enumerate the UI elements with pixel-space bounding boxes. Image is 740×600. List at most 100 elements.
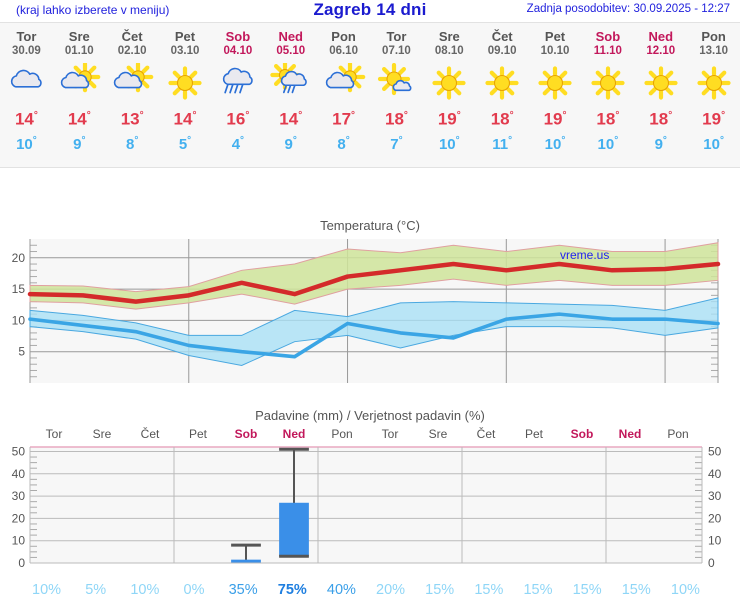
sun-disc [546, 74, 564, 92]
degree-symbol: ° [455, 134, 460, 146]
sun-disc [599, 74, 616, 92]
precipitation-probability: 10% [32, 582, 62, 598]
forecast-day-column[interactable]: Sre 01.10 14° 9° [53, 23, 106, 169]
sun-disc [441, 74, 458, 92]
precipitation-probability: 15% [621, 582, 651, 598]
max-temperature: 18° [634, 105, 687, 131]
forecast-day-column[interactable]: Pet 03.10 14° 5° [159, 23, 212, 169]
cloud-shape [222, 67, 253, 86]
min-temperature-value: 10 [16, 135, 33, 153]
sun-ray [612, 87, 621, 96]
sunny-icon [696, 66, 731, 100]
day-of-week-label: Ned [648, 29, 674, 44]
sunny-icon-group [696, 66, 731, 100]
sun-ray [717, 87, 726, 96]
y-axis-label: 10 [12, 313, 26, 327]
sun-ray [489, 70, 498, 79]
sun-ray [489, 87, 498, 96]
forecast-day-column[interactable]: Pon 06.10 17° 8° [317, 23, 370, 169]
min-temperature: 10° [423, 131, 476, 155]
cloud-shape [325, 71, 354, 89]
cloud-shape [61, 71, 90, 89]
day-of-week-label: Tor [16, 29, 37, 44]
weather-icon-wrap [370, 61, 423, 103]
max-temperature-value: 14 [173, 109, 193, 129]
sun-ray [126, 65, 135, 74]
degree-symbol: ° [139, 110, 144, 121]
max-temperature: 19° [423, 105, 476, 131]
forecast-day-column[interactable]: Čet 09.10 18° 11° [476, 23, 529, 169]
max-temperature-value: 18 [649, 109, 669, 129]
day-date-label: 12.10 [646, 45, 676, 57]
weather-icon-wrap [264, 61, 317, 103]
sun-ray [506, 87, 515, 96]
cloudy-icon-group [11, 69, 43, 88]
sun-ray [382, 82, 391, 91]
precipitation-chart-block: Padavine (mm) / Verjetnost padavin (%) T… [0, 400, 740, 600]
forecast-day-column[interactable]: Pet 10.10 19° 10° [529, 23, 582, 169]
precipitation-probability-row: 10% 5% 10% 0% 35% 75% 40% 20% 15% 15% 15% 15% 15% 10% [0, 582, 740, 598]
precipitation-day-label: Čet [140, 427, 160, 441]
min-temperature-value: 7 [390, 135, 399, 153]
day-of-week-label: Čet [491, 29, 513, 44]
rain-icon [222, 67, 253, 94]
temperature-chart-title: Temperatura (°C) [320, 218, 420, 233]
degree-symbol: ° [614, 134, 619, 146]
forecast-day-column[interactable]: Sob 04.10 16° 4° [211, 23, 264, 169]
daily-forecast-strip: Tor 30.09 14° 10° Sre 01.10 14° 9° Čet 02.10 13° 8°… [0, 22, 740, 168]
sun-ray [664, 70, 674, 79]
sun-disc [176, 74, 194, 92]
precipitation-probability: 40% [326, 582, 356, 598]
min-temperature-line [28, 312, 720, 359]
y-axis-label-right: 0 [708, 556, 715, 570]
day-date-label: 07.10 [382, 45, 411, 57]
y-axis-label-right: 50 [708, 444, 722, 458]
rain-drop [239, 84, 244, 94]
sun-ray [88, 65, 97, 74]
degree-symbol: ° [509, 110, 514, 121]
weather-icon-wrap [581, 61, 634, 103]
y-axis-label-right: 40 [708, 467, 722, 481]
precipitation-day-label: Tor [381, 427, 399, 441]
precipitation-day-label: Ned [282, 427, 306, 441]
forecast-day-column[interactable]: Tor 07.10 18° 7° [370, 23, 423, 169]
precipitation-day-label: Sob [234, 427, 258, 441]
sun-rain-icon [270, 63, 307, 94]
sun-ray [273, 77, 282, 87]
cloud-shape [11, 69, 43, 88]
forecast-day-column[interactable]: Sre 08.10 19° 10° [423, 23, 476, 169]
sun-small-cloud-icon-group [378, 63, 412, 96]
min-temperature-value: 10 [438, 135, 456, 153]
min-temperature: 9° [634, 131, 687, 155]
max-temperature: 14° [0, 105, 53, 131]
sun-ray [382, 67, 391, 76]
weather-icon-wrap [0, 61, 53, 103]
min-temperature: 8° [106, 131, 159, 155]
min-temperature-value: 10 [544, 135, 562, 153]
sun-ray [648, 70, 657, 79]
forecast-day-column[interactable]: Ned 05.10 14° 9° [264, 23, 317, 169]
max-temperature-value: 18 [596, 109, 616, 129]
day-of-week-label: Pon [701, 29, 726, 44]
weather-icon-wrap [159, 61, 212, 103]
rain-drop [234, 84, 239, 94]
min-temperature-value: 5 [178, 135, 188, 153]
max-temperature: 18° [370, 105, 423, 131]
sun-ray [595, 70, 604, 79]
max-temperature: 16° [211, 105, 264, 131]
precipitation-probability: 15% [474, 582, 504, 598]
sun-disc [494, 74, 511, 92]
forecast-day-column[interactable]: Tor 30.09 14° 10° [0, 23, 53, 169]
degree-symbol: ° [662, 134, 667, 146]
forecast-day-column[interactable]: Čet 02.10 13° 8° [106, 23, 159, 169]
forecast-day-column[interactable]: Ned 12.10 18° 9° [634, 23, 687, 169]
sun-ray [172, 87, 181, 96]
forecast-day-column[interactable]: Pon 13.10 19° 10° [687, 23, 740, 169]
page-header: (kraj lahko izberete v meniju) Zagreb 14… [0, 0, 740, 22]
forecast-day-column[interactable]: Sob 11.10 18° 10° [581, 23, 634, 169]
max-temperature-value: 17 [332, 109, 352, 129]
precipitation-day-label: Pon [667, 427, 689, 441]
sun-disc [705, 74, 722, 92]
y-axis-label-left: 50 [12, 444, 26, 458]
y-axis-label-left: 0 [18, 556, 25, 570]
